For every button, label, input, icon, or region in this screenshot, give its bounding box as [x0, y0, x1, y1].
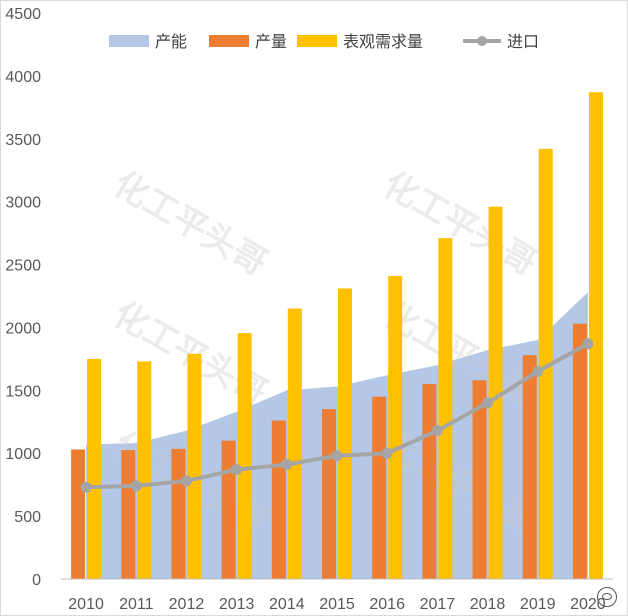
bar-output-2012: [171, 448, 186, 579]
bar-output-2019: [522, 355, 537, 579]
y-tick-label: 4500: [5, 6, 41, 23]
point-imports-2011: [130, 480, 142, 492]
bar-output-2017: [422, 384, 437, 579]
y-tick-label: 2000: [5, 320, 41, 337]
x-tick-label: 2015: [319, 596, 355, 613]
y-tick-label: 1000: [5, 446, 41, 463]
legend: 产能 产量 表观需求量 进口: [109, 32, 539, 51]
bar-demand-2019: [538, 148, 553, 579]
logo-wechat-brand: [597, 587, 617, 607]
x-tick-label: 2017: [420, 596, 456, 613]
y-tick-label: 3500: [5, 132, 41, 149]
x-tick-label: 2011: [119, 596, 154, 613]
y-tick-label: 4000: [5, 69, 41, 86]
x-tick-label: 2018: [470, 596, 506, 613]
bar-demand-2014: [287, 308, 302, 579]
bar-demand-2011: [137, 361, 152, 579]
point-imports-2019: [532, 365, 544, 377]
y-tick-label: 0: [32, 572, 41, 589]
bar-demand-2013: [237, 333, 252, 579]
legend-label: 进口: [507, 32, 539, 51]
watermark-text: 化工平头哥: [377, 164, 544, 284]
x-tick-label: 2014: [269, 596, 305, 613]
point-imports-2018: [482, 397, 494, 409]
bar-output-2010: [71, 449, 86, 579]
x-tick-label: 2013: [219, 596, 255, 613]
x-tick-label: 2010: [68, 596, 104, 613]
legend-swatch: [109, 35, 149, 47]
legend-label: 产量: [255, 32, 287, 51]
bar-demand-2017: [438, 238, 453, 580]
legend-marker: [477, 36, 487, 46]
point-imports-2016: [381, 447, 393, 459]
legend-label: 产能: [155, 32, 187, 51]
bar-demand-2012: [187, 353, 202, 579]
y-tick-label: 1500: [5, 383, 41, 400]
point-imports-2020: [582, 338, 594, 350]
bar-demand-2020: [588, 92, 603, 580]
legend-swatch: [297, 35, 337, 47]
bar-output-2015: [322, 409, 336, 579]
bar-output-2014: [271, 420, 286, 579]
legend-swatch: [209, 35, 249, 47]
point-imports-2012: [180, 475, 192, 487]
point-imports-2017: [431, 425, 443, 437]
x-tick-label: 2020: [570, 596, 606, 613]
point-imports-2014: [281, 459, 293, 471]
bar-output-2020: [572, 323, 587, 579]
watermark-text: 化工平头哥: [107, 164, 274, 284]
y-tick-label: 500: [14, 509, 41, 526]
wechat-icon: [597, 587, 617, 607]
bar-output-2013: [221, 440, 236, 579]
point-imports-2015: [331, 450, 343, 462]
bar-demand-2010: [87, 358, 102, 579]
x-tick-label: 2016: [369, 596, 405, 613]
y-tick-label: 2500: [5, 258, 41, 275]
area-capacity: [86, 292, 588, 579]
point-imports-2010: [80, 481, 92, 493]
bar-output-2011: [121, 450, 136, 579]
bar-demand-2016: [388, 275, 403, 579]
y-tick-label: 3000: [5, 195, 41, 212]
bar-output-2016: [372, 396, 387, 579]
x-tick-label: 2012: [169, 596, 205, 613]
x-tick-label: 2019: [520, 596, 556, 613]
bar-demand-2015: [338, 288, 352, 579]
bar-demand-2018: [488, 206, 503, 579]
legend-label: 表观需求量: [343, 32, 423, 51]
point-imports-2013: [231, 464, 243, 476]
bar-output-2018: [472, 380, 487, 579]
